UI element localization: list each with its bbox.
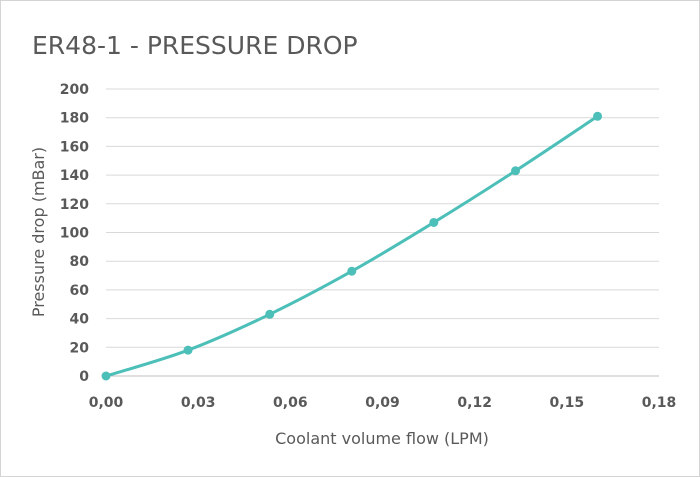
- y-tick-label: 20: [70, 340, 90, 356]
- x-tick-label: 0,09: [365, 395, 400, 411]
- data-point: [101, 371, 111, 381]
- x-tick-label: 0,06: [273, 395, 308, 411]
- y-tick-labels: 0 20 40 60 80 100 120 140 160 180 200: [60, 82, 89, 385]
- x-tick-labels: 0,00 0,03 0,06 0,09 0,12 0,15 0,18: [89, 395, 677, 411]
- y-tick-label: 40: [70, 312, 90, 328]
- y-tick-label: 0: [79, 369, 89, 385]
- x-tick-label: 0,18: [642, 395, 677, 411]
- data-point: [593, 111, 603, 121]
- y-tick-label: 120: [60, 197, 89, 213]
- x-tick-label: 0,12: [457, 395, 492, 411]
- x-axis-label: Coolant volume flow (LPM): [275, 429, 489, 448]
- x-tick-label: 0,15: [550, 395, 585, 411]
- y-axis-label: Pressure drop (mBar): [29, 147, 48, 317]
- y-tick-label: 140: [60, 168, 89, 184]
- data-point: [265, 309, 275, 319]
- y-tick-label: 180: [60, 111, 89, 127]
- chart-title: ER48-1 - PRESSURE DROP: [32, 31, 358, 60]
- data-point: [183, 345, 193, 355]
- gridlines: [106, 88, 659, 348]
- y-tick-label: 100: [60, 226, 89, 242]
- series: [101, 111, 603, 381]
- x-tick-label: 0,00: [89, 395, 124, 411]
- y-tick-label: 60: [70, 283, 90, 299]
- x-tick-label: 0,03: [181, 395, 216, 411]
- y-tick-label: 80: [70, 254, 90, 270]
- y-tick-label: 200: [60, 82, 89, 98]
- series-line: [104, 114, 600, 378]
- data-point: [347, 266, 357, 276]
- data-point: [511, 166, 521, 176]
- y-tick-label: 160: [60, 139, 89, 155]
- data-point: [429, 217, 439, 227]
